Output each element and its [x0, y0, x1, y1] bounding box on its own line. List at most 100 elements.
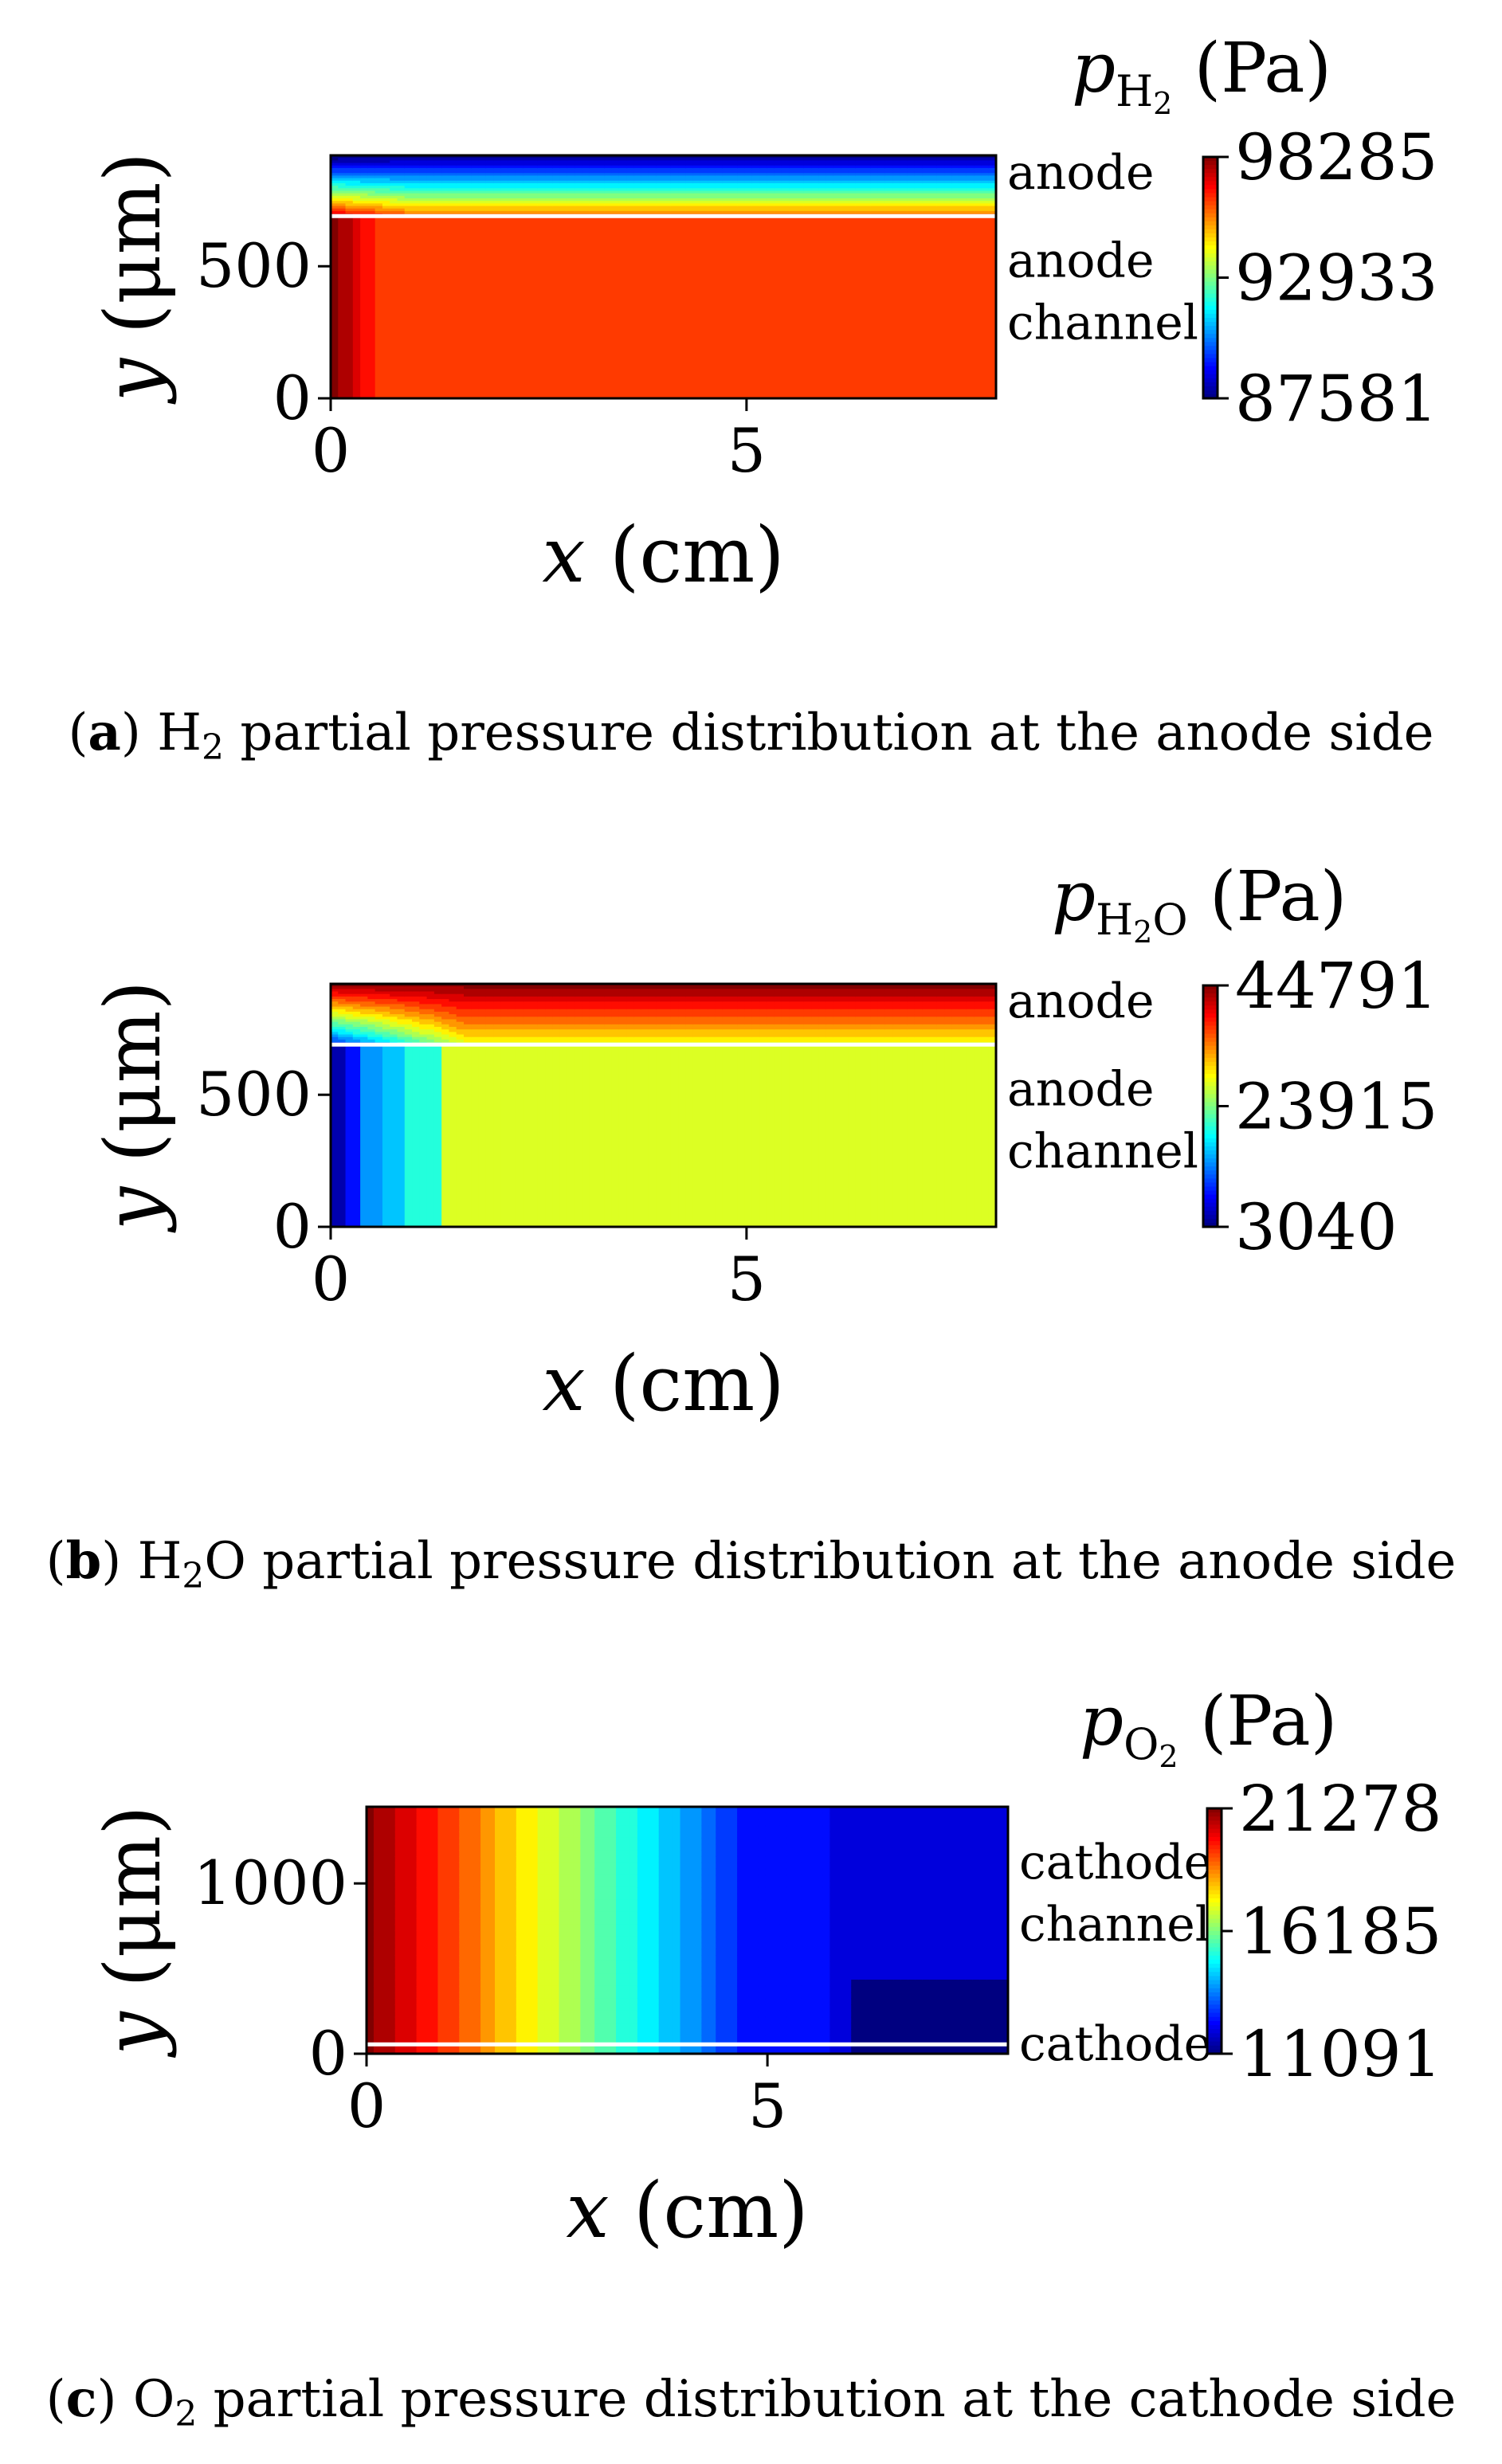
contour-cell	[559, 986, 568, 990]
contour-cell	[537, 1019, 547, 1023]
panel-b: 0 5 0 500 x (cm) y (μm) anode anode channel 44791…	[0, 829, 1502, 1625]
contour-cell	[826, 173, 834, 177]
contour-cell	[552, 155, 561, 159]
contour-cell	[641, 1001, 649, 1005]
contour-cell	[559, 1011, 568, 1016]
contour-cell	[626, 175, 635, 179]
contour-cell	[515, 991, 524, 995]
contour-cell	[966, 1004, 975, 1008]
contour-cell	[900, 216, 908, 398]
contour-cell	[833, 1039, 842, 1044]
contour-cell	[922, 173, 931, 177]
contour-cell	[367, 2029, 375, 2036]
contour-cell	[478, 193, 487, 197]
contour-cell	[416, 1998, 425, 2005]
contour-cell	[877, 996, 886, 1001]
contour-cell	[737, 993, 746, 997]
contour-cell	[715, 206, 724, 210]
contour-cell	[877, 160, 886, 164]
contour-cell	[877, 1024, 886, 1028]
contour-cell	[338, 1009, 347, 1013]
contour-cell	[656, 1017, 665, 1020]
contour-cell	[730, 996, 739, 1001]
contour-cell	[508, 1014, 516, 1018]
contour-cell	[826, 203, 834, 207]
contour-cell	[922, 167, 931, 172]
contour-cell	[478, 186, 487, 190]
contour-cell	[545, 163, 554, 166]
contour-cell	[582, 993, 590, 997]
contour-cell	[884, 1021, 894, 1025]
contour-cell	[611, 188, 620, 192]
contour-cell	[345, 1024, 354, 1028]
contour-cell	[774, 198, 782, 202]
contour-cell	[352, 170, 362, 174]
contour-cell	[796, 1011, 805, 1016]
contour-cell	[345, 986, 354, 990]
contour-cell	[412, 1032, 421, 1036]
contour-cell	[914, 210, 924, 215]
contour-cell	[907, 1029, 916, 1033]
contour-cell	[618, 1036, 628, 1040]
contour-cell	[877, 208, 886, 212]
contour-cell	[500, 999, 509, 1003]
contour-cell	[567, 1024, 576, 1028]
contour-cell	[981, 1036, 990, 1040]
contour-cell	[774, 160, 782, 164]
contour-cell	[412, 180, 421, 184]
contour-cell	[567, 182, 576, 187]
contour-cell	[485, 984, 495, 988]
contour-cell	[360, 186, 369, 190]
contour-cell	[670, 167, 680, 172]
contour-cell	[449, 1019, 457, 1023]
contour-cell	[796, 182, 805, 187]
contour-cell	[471, 188, 480, 192]
contour-cell	[373, 1949, 382, 1956]
contour-cell	[848, 1021, 857, 1025]
contour-cell	[515, 190, 524, 194]
contour-cell	[848, 216, 857, 398]
contour-cell	[508, 182, 516, 187]
contour-cell	[781, 1011, 790, 1016]
contour-cell	[700, 996, 709, 1001]
contour-cell	[449, 190, 457, 194]
contour-cell	[855, 989, 864, 993]
contour-cell	[367, 1980, 375, 1987]
colorbar-segment	[1203, 1150, 1218, 1156]
contour-cell	[884, 186, 894, 190]
contour-cell	[530, 198, 539, 202]
contour-cell	[981, 210, 990, 215]
contour-cell	[744, 188, 753, 192]
contour-cell	[537, 195, 547, 200]
contour-cell	[781, 993, 790, 997]
contour-cell	[685, 206, 694, 210]
contour-cell	[767, 201, 775, 205]
contour-cell	[951, 1014, 960, 1018]
contour-cell	[648, 158, 657, 162]
contour-cell	[367, 1893, 375, 1901]
contour-cell	[478, 1029, 487, 1033]
contour-cell	[409, 2023, 418, 2030]
contour-cell	[409, 1831, 418, 1839]
contour-cell	[988, 1027, 997, 1031]
contour-cell	[352, 1044, 362, 1227]
contour-cell	[848, 195, 857, 200]
contour-cell	[708, 996, 716, 1001]
contour-cell	[523, 165, 531, 169]
contour-cell	[966, 986, 975, 990]
contour-cell	[833, 178, 842, 182]
contour-cell	[352, 165, 362, 169]
contour-cell	[848, 984, 857, 988]
contour-cell	[759, 158, 768, 162]
contour-cell	[781, 195, 790, 200]
plot-frame	[329, 982, 998, 1228]
contour-cell	[352, 155, 362, 159]
contour-cell	[582, 1029, 590, 1033]
contour-cell	[670, 193, 680, 197]
contour-cell	[981, 163, 990, 166]
contour-cell	[456, 1027, 465, 1031]
contour-cell	[826, 1027, 834, 1031]
contour-cell	[575, 170, 583, 174]
contour-cell	[500, 989, 509, 993]
contour-cell	[892, 986, 901, 990]
